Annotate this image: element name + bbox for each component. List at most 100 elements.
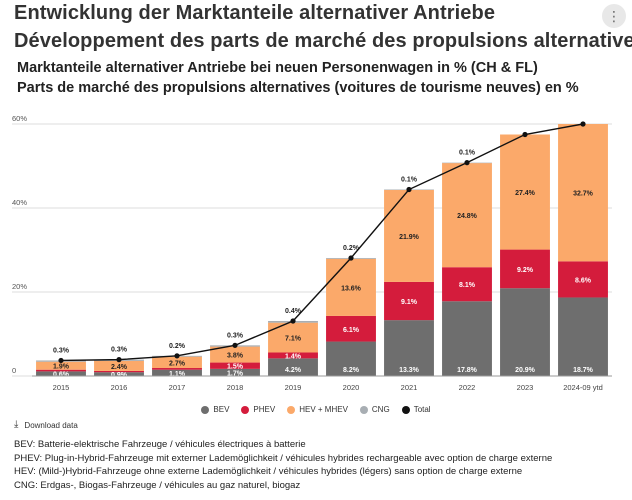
data-label-cng: 0.2% [169,343,186,350]
stacked-bar-chart: 020%40%60%0.6%1.9%0.3%0.9%2.4%0.3%1.1%2.… [12,114,612,392]
bar-bev [36,371,86,376]
data-label-bev: 4.2% [285,367,302,374]
bar-hev-mhev [442,163,492,268]
legend-label: HEV + MHEV [299,405,348,414]
chart-legend: BEV PHEV HEV + MHEV CNG Total [0,405,632,414]
x-tick-label: 2017 [169,383,186,392]
data-label-phev: 6.1% [343,327,360,334]
download-data-link[interactable]: ⤓ Download data [14,420,78,430]
data-label-bev: 1.1% [169,371,186,378]
bar-bev [442,301,492,376]
x-tick-label: 2019 [285,383,302,392]
data-label-hev-mhev: 2.4% [111,364,128,371]
chart-subtitle: Parts de marché des propulsions alternat… [17,80,579,96]
legend-item-cng[interactable]: CNG [359,405,390,414]
legend-label: Total [413,405,431,414]
legend-swatch [359,405,368,414]
data-label-bev: 20.9% [515,367,536,374]
data-label-bev: 18.7% [573,367,594,374]
data-label-bev: 0.6% [53,372,70,379]
bar-phev [152,368,202,370]
bar-hev-mhev [558,124,608,262]
data-label-hev-mhev: 32.7% [573,191,594,198]
x-tick-label: 2015 [53,383,70,392]
data-label-cng: 0.1% [459,150,476,157]
total-point [580,121,586,127]
bar-phev [442,267,492,302]
total-point [522,131,528,138]
legend-swatch [241,405,250,414]
footnote-bev: BEV: Batterie-elektrische Fahrzeuge / vé… [14,439,306,450]
bar-phev [500,249,550,289]
more-vertical-icon: ⋮ [607,8,621,24]
legend-swatch [201,405,210,414]
total-point [406,186,412,193]
bar-bev [500,288,550,376]
bar-hev-mhev [36,361,86,370]
x-tick-label: 2021 [401,383,418,392]
bar-hev-mhev [500,134,550,250]
data-label-cng: 0.1% [401,177,418,184]
legend-item-bev[interactable]: BEV [201,405,229,414]
bar-phev [268,352,318,359]
bar-phev [384,281,434,321]
bar-hev-mhev [210,346,260,363]
chart-menu-button[interactable]: ⋮ [602,4,626,28]
total-point [174,353,180,359]
bar-bev [326,341,376,376]
total-point [116,357,122,363]
chart-title: Marktanteile alternativer Antriebe bei n… [17,60,538,76]
bar-phev [326,315,376,342]
x-tick-label: 2024-09 ytd [563,383,603,392]
data-label-hev-mhev: 24.8% [457,213,478,220]
bar-bev [210,368,260,376]
data-label-phev: 9.2% [517,267,534,274]
data-label-bev: 1.7% [227,370,244,377]
data-label-hev-mhev: 21.9% [399,234,420,241]
bar-phev [558,261,608,298]
y-tick-label: 0 [12,366,16,375]
download-icon: ⤓ [14,419,19,430]
bar-hev-mhev [326,258,376,316]
bar-bev [152,369,202,376]
data-label-bev: 13.3% [399,367,420,374]
legend-item-phev[interactable]: PHEV [241,405,275,414]
bar-bev [94,372,144,376]
x-tick-label: 2022 [459,383,476,392]
legend-item-hev-mhev[interactable]: HEV + MHEV [287,405,348,414]
total-point [232,342,238,348]
footnotes: BEV: Batterie-elektrische Fahrzeuge / vé… [14,438,552,492]
y-tick-label: 60% [12,114,27,123]
bar-bev [558,297,608,376]
data-label-cng: 0.2% [343,245,360,252]
x-tick-label: 2020 [343,383,360,392]
bar-phev [210,362,260,369]
bar-hev-mhev [384,189,434,282]
data-label-hev-mhev: 3.8% [227,353,244,360]
data-label-bev: 8.2% [343,367,360,374]
total-point [290,318,296,324]
total-line [60,123,584,362]
legend-swatch [287,405,296,414]
y-tick-label: 40% [12,198,27,207]
data-label-cng: 0.3% [227,332,244,339]
data-label-hev-mhev: 7.1% [285,336,302,343]
data-label-cng: 0.3% [53,347,70,354]
legend-item-total[interactable]: Total [401,405,431,414]
x-tick-label: 2023 [517,383,534,392]
data-label-bev: 17.8% [457,367,478,374]
bar-hev-mhev [152,356,202,369]
legend-label: PHEV [253,405,276,414]
data-label-phev: 1.5% [227,364,244,371]
legend-swatch [401,405,410,414]
data-label-hev-mhev: 1.9% [53,364,70,371]
data-label-cng: 0.3% [111,347,128,354]
legend-label: CNG [371,405,390,414]
total-point [464,160,470,166]
data-label-phev: 8.1% [459,282,476,289]
bar-phev [36,369,86,372]
title-french: Développement des parts de marché des pr… [14,30,632,52]
data-label-phev: 9.1% [401,299,418,306]
data-label-hev-mhev: 27.4% [515,190,536,197]
bar-bev [268,358,318,376]
